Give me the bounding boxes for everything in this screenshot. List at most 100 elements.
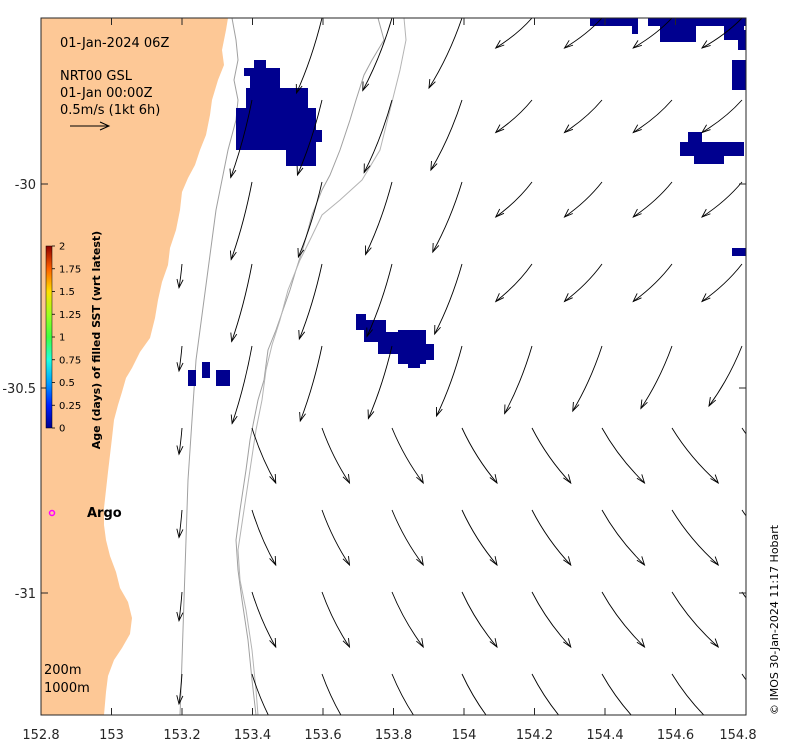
- current-arrow-head: [367, 409, 375, 420]
- current-arrow: [461, 427, 498, 484]
- x-tick-label: 153.6: [304, 728, 341, 743]
- y-tick-label: -30: [15, 178, 36, 193]
- current-arrow-head: [416, 720, 423, 729]
- credit-text: © IMOS 30-Jan-2024 11:17 Hobart: [768, 524, 781, 715]
- current-arrow-head: [176, 611, 184, 623]
- colorbar-tick-label: 0.5: [59, 378, 75, 389]
- current-arrow: [564, 181, 603, 218]
- current-arrow: [321, 427, 350, 484]
- colorbar-tick-label: 2: [59, 242, 65, 253]
- current-arrow-head: [342, 474, 351, 485]
- current-arrow: [504, 345, 533, 414]
- current-arrow: [178, 263, 183, 288]
- current-arrow-head: [298, 329, 306, 341]
- current-arrow: [601, 591, 645, 648]
- current-arrow-head: [490, 720, 497, 729]
- current-arrow-head: [701, 293, 711, 303]
- current-arrow-head: [432, 242, 440, 254]
- current-arrow-head: [342, 638, 351, 649]
- current-arrow-head: [784, 721, 790, 729]
- current-arrow-head: [563, 720, 570, 729]
- current-arrow: [298, 263, 323, 340]
- current-arrow-head: [176, 695, 184, 706]
- y-tick-label: -31: [15, 587, 36, 602]
- x-tick-label: 154.2: [516, 728, 553, 743]
- current-arrow: [640, 345, 673, 409]
- x-tick-label: 153: [99, 728, 124, 743]
- current-arrow: [741, 591, 746, 599]
- current-arrow-head: [700, 124, 711, 134]
- current-arrow: [701, 263, 743, 302]
- colorbar: [45, 245, 53, 429]
- current-arrow-head: [710, 556, 720, 567]
- current-arrow: [362, 18, 393, 91]
- current-arrow-head: [637, 720, 645, 729]
- current-arrow-head: [563, 556, 572, 567]
- current-arrow-head: [563, 293, 573, 303]
- current-arrow-head: [489, 556, 498, 567]
- current-arrow-head: [504, 404, 511, 415]
- current-arrow: [436, 345, 463, 417]
- current-arrow-head: [708, 397, 717, 408]
- current-arrow: [251, 673, 269, 715]
- current-arrow: [251, 509, 277, 566]
- current-arrow: [178, 345, 183, 372]
- current-arrow-head: [428, 78, 436, 90]
- x-tick-label: 153.2: [163, 728, 200, 743]
- current-arrow: [231, 345, 253, 424]
- vector-scale-arrow: [70, 121, 111, 131]
- current-arrow: [671, 509, 719, 566]
- current-arrow-head: [343, 720, 350, 729]
- current-arrow: [432, 181, 463, 253]
- current-arrow: [230, 99, 253, 178]
- current-arrow-head: [494, 293, 505, 303]
- current-arrow: [531, 673, 560, 715]
- x-tick-label: 154.4: [586, 728, 623, 743]
- current-arrow-head: [636, 556, 646, 567]
- current-arrow-head: [436, 406, 443, 418]
- current-arrow: [230, 181, 253, 260]
- x-tick-label: 153.4: [234, 728, 271, 743]
- current-arrow-head: [365, 245, 372, 256]
- current-arrow: [365, 181, 393, 255]
- current-arrow: [701, 181, 743, 218]
- current-arrow: [572, 345, 603, 412]
- current-arrow-head: [416, 638, 424, 649]
- current-arrow: [601, 673, 632, 715]
- product-name: NRT00 GSL: [60, 69, 133, 84]
- current-arrow: [701, 18, 743, 49]
- current-arrow: [299, 345, 323, 422]
- current-vectors: [176, 18, 790, 729]
- current-arrow: [367, 345, 393, 419]
- current-arrow: [495, 181, 533, 218]
- current-arrow-head: [636, 474, 646, 485]
- current-arrow-head: [297, 247, 305, 259]
- land-area: [41, 18, 228, 715]
- current-arrow: [741, 427, 746, 435]
- current-arrow-head: [636, 638, 646, 649]
- current-arrow: [321, 591, 350, 648]
- current-arrow: [633, 18, 673, 49]
- colorbar-title: Age (days) of filled SST (wrt latest): [90, 231, 103, 449]
- current-arrow-head: [416, 474, 424, 485]
- current-arrow-head: [434, 324, 441, 336]
- colorbar-tick-label: 0: [59, 424, 65, 435]
- isobath-1000m-label: 1000m: [44, 681, 90, 696]
- current-arrow: [671, 427, 719, 484]
- current-arrow: [178, 427, 183, 455]
- current-arrow-head: [494, 124, 505, 134]
- current-arrow-head: [632, 124, 642, 134]
- current-arrow-head: [229, 168, 237, 179]
- map-datetime: 01-Jan-2024 06Z: [60, 36, 169, 51]
- current-arrow: [297, 99, 323, 176]
- current-arrow: [708, 345, 743, 407]
- current-arrow: [601, 427, 645, 484]
- current-arrow: [363, 99, 393, 173]
- current-arrow-head: [269, 555, 277, 567]
- current-arrow: [671, 673, 705, 715]
- current-arrow: [391, 509, 424, 566]
- current-arrow: [461, 509, 498, 566]
- current-arrow-head: [784, 639, 790, 647]
- y-tick-label: -30.5: [2, 382, 36, 397]
- current-arrow-head: [572, 401, 580, 413]
